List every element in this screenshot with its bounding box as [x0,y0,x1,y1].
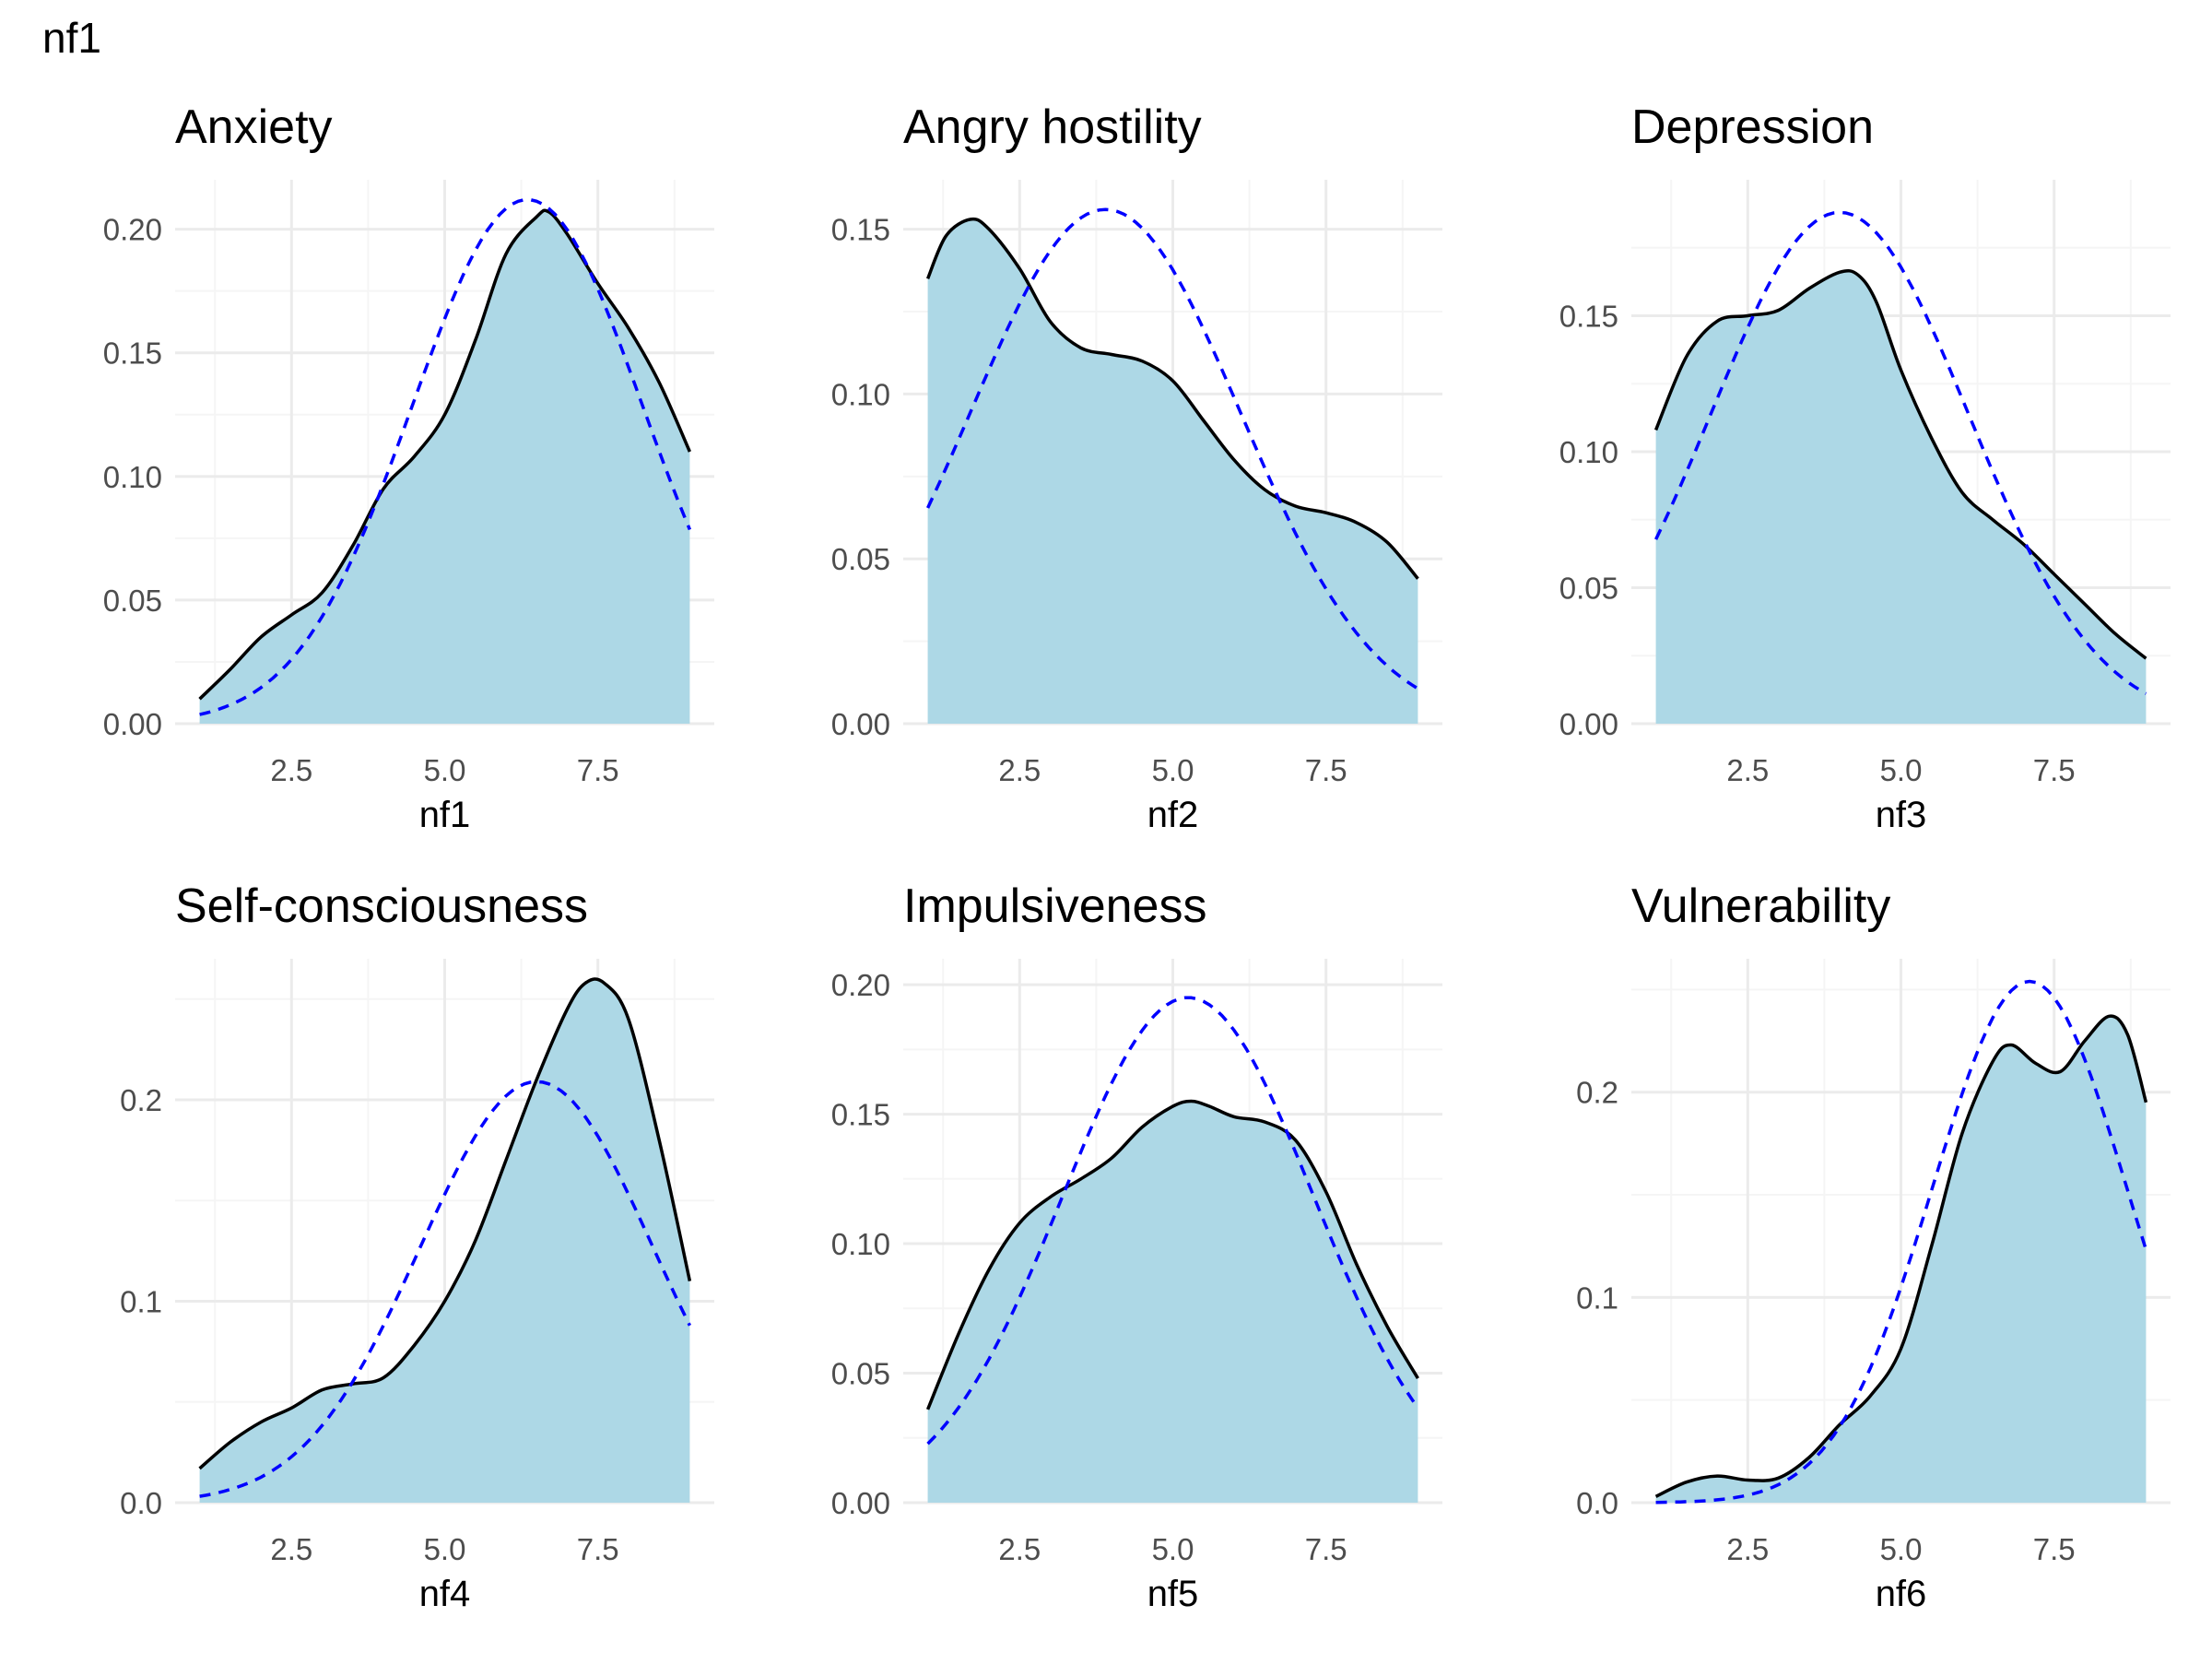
panel-title: Anxiety [175,100,333,154]
density-area [927,218,1418,725]
density-area [1655,270,2147,724]
y-tick-label: 0.05 [831,1357,890,1391]
y-tick-label: 0.1 [120,1284,162,1318]
x-tick-label: 7.5 [1305,753,1347,787]
y-tick-label: 0.15 [831,1098,890,1132]
x-axis-label: nf1 [419,795,471,835]
y-tick-label: 0.10 [1559,435,1618,469]
x-axis-label: nf3 [1876,795,1927,835]
y-tick-label: 0.10 [103,460,162,494]
density-line [925,1099,1419,1410]
panel-vulnerability: Vulnerability 2.5 5.0 7.5 0.0 0.1 0.2 nf6 [1484,871,2184,1664]
y-tick-label: 0.0 [120,1486,162,1520]
panel-impulsiveness: Impulsiveness 2.5 5.0 7.5 0.00 0.05 0.10 0.15 0… [756,871,1456,1664]
y-tick-label: 0.2 [120,1083,162,1117]
density-chart: 2.5 5.0 7.5 0.0 0.1 0.2 nf6 [1576,959,2171,1614]
density-line [198,208,692,701]
density-area [1655,1016,2147,1503]
x-tick-label: 7.5 [1305,1532,1347,1566]
density-line [1653,268,2147,660]
x-tick-label: 2.5 [270,1532,312,1566]
x-tick-label: 5.0 [1880,753,1923,787]
x-tick-label: 7.5 [2033,1532,2076,1566]
density-chart: 2.5 5.0 7.5 0.00 0.05 0.10 0.15 0.20 nf5 [831,959,1442,1614]
panel-title: Self-consciousness [175,879,588,933]
normal-curve [926,996,1419,1446]
y-tick-label: 0.20 [831,968,890,1002]
x-axis-label: nf5 [1147,1574,1199,1614]
x-axis-label: nf2 [1147,795,1199,835]
y-tick-label: 0.1 [1576,1280,1618,1315]
density-chart: 2.5 5.0 7.5 0.00 0.05 0.10 0.15 nf3 [1559,180,2171,835]
x-tick-label: 2.5 [998,753,1041,787]
density-chart: 2.5 5.0 7.5 0.00 0.05 0.10 0.15 nf2 [831,180,1442,835]
x-tick-label: 5.0 [424,1532,466,1566]
normal-curve [199,197,692,716]
x-tick-label: 5.0 [1152,753,1194,787]
y-tick-label: 0.00 [103,707,162,741]
x-tick-label: 2.5 [1726,753,1769,787]
y-tick-label: 0.05 [1559,572,1618,606]
y-tick-label: 0.00 [1559,707,1618,741]
density-chart: 2.5 5.0 7.5 0.0 0.1 0.2 nf4 [120,959,714,1614]
density-line [925,217,1419,580]
density-area [199,210,690,724]
y-tick-label: 0.05 [831,542,890,576]
x-tick-label: 7.5 [2033,753,2076,787]
x-tick-label: 2.5 [1726,1532,1769,1566]
y-tick-label: 0.00 [831,707,890,741]
y-tick-label: 0.10 [831,377,890,411]
y-tick-label: 0.15 [1559,300,1618,334]
x-axis-label: nf4 [419,1574,471,1614]
y-tick-label: 0.0 [1576,1486,1618,1520]
y-tick-label: 0.20 [103,213,162,247]
density-area [199,978,690,1503]
normal-curve [926,207,1419,690]
y-tick-label: 0.00 [831,1486,890,1520]
x-axis-label: nf6 [1876,1574,1927,1614]
density-area [927,1101,1418,1503]
x-tick-label: 5.0 [424,753,466,787]
x-tick-label: 5.0 [1880,1532,1923,1566]
panel-title: Impulsiveness [903,879,1207,933]
density-line [1654,1014,2148,1498]
density-line [198,977,692,1470]
x-tick-label: 5.0 [1152,1532,1194,1566]
panel-depression: Depression 2.5 5.0 7.5 0.00 0.05 0.10 0.15 nf3 [1484,92,2184,885]
y-tick-label: 0.10 [831,1227,890,1261]
x-tick-label: 2.5 [270,753,312,787]
x-tick-label: 7.5 [577,1532,619,1566]
panel-self-consciousness: Self-consciousness 2.5 5.0 7.5 0.0 0.1 0.2 nf4 [28,871,728,1664]
y-tick-label: 0.15 [103,336,162,371]
normal-curve [1655,979,2148,1505]
panel-angry-hostility: Angry hostility 2.5 5.0 7.5 0.00 0.05 0.10 0.1… [756,92,1456,885]
panel-title: Vulnerability [1631,879,1891,933]
normal-curve [199,1080,691,1498]
y-tick-label: 0.2 [1576,1076,1618,1110]
normal-curve [1654,210,2147,695]
y-tick-label: 0.15 [831,213,890,247]
panel-anxiety: Anxiety 2.5 5.0 7.5 0.00 0.05 0.10 0.15 0.20 nf1 [28,92,728,885]
panel-title: Depression [1631,100,1875,154]
y-tick-label: 0.05 [103,584,162,618]
panel-title: Angry hostility [903,100,1202,154]
density-chart: 2.5 5.0 7.5 0.00 0.05 0.10 0.15 0.20 nf1 [103,180,714,835]
page-title: nf1 [42,14,101,62]
x-tick-label: 7.5 [577,753,619,787]
x-tick-label: 2.5 [998,1532,1041,1566]
